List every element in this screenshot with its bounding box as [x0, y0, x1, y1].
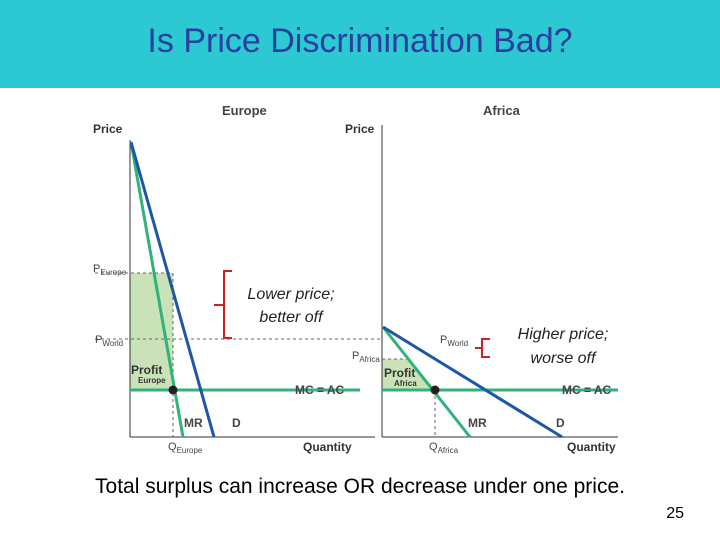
price-discrimination-diagram: Europe Price PEurope PWorld Profit Europ… — [93, 103, 618, 455]
europe-panel: Europe Price PEurope PWorld Profit Europ… — [93, 103, 380, 455]
africa-mr-label: MR — [468, 416, 487, 430]
europe-d-label: D — [232, 416, 241, 430]
europe-quantity-axis-label: Quantity — [303, 440, 352, 454]
europe-q-europe-label: QEurope — [168, 441, 203, 455]
africa-mr-curve — [381, 326, 472, 438]
europe-bracket — [214, 270, 232, 339]
africa-profit-label: Profit — [384, 366, 415, 380]
africa-annotation-line1: Higher price; — [518, 326, 609, 343]
africa-panel: Africa Price PWorld PAfrica Profit Afric… — [345, 103, 618, 455]
europe-demand-curve — [129, 141, 216, 438]
europe-panel-title: Europe — [222, 103, 267, 118]
europe-equilibrium-point — [168, 385, 178, 395]
europe-p-europe-label: PEurope — [93, 263, 127, 277]
page-number: 25 — [666, 505, 684, 522]
europe-profit-sub-label: Europe — [138, 376, 166, 385]
europe-mr-label: MR — [184, 416, 203, 430]
africa-mc-ac-label: MC = AC — [562, 383, 612, 397]
africa-profit-sub-label: Africa — [394, 379, 417, 388]
europe-price-axis-label: Price — [93, 122, 123, 136]
slide-title: Is Price Discrimination Bad? — [147, 22, 573, 60]
africa-price-axis-label: Price — [345, 122, 375, 136]
europe-annotation-line2: better off — [259, 309, 324, 326]
title-bar — [0, 0, 720, 88]
europe-profit-label: Profit — [131, 363, 162, 377]
africa-panel-title: Africa — [483, 103, 521, 118]
africa-p-world-label: PWorld — [440, 334, 468, 348]
africa-p-africa-label: PAfrica — [352, 350, 380, 364]
africa-bracket — [475, 338, 490, 358]
africa-q-africa-label: QAfrica — [429, 441, 459, 455]
europe-p-world-label: PWorld — [95, 334, 123, 348]
africa-equilibrium-point — [430, 385, 440, 395]
africa-quantity-axis-label: Quantity — [567, 440, 616, 454]
europe-annotation-line1: Lower price; — [247, 286, 334, 303]
footer-statement: Total surplus can increase OR decrease u… — [95, 475, 625, 498]
africa-profit-area — [382, 359, 435, 390]
africa-demand-curve — [382, 325, 563, 439]
africa-annotation-line2: worse off — [531, 350, 597, 367]
africa-d-label: D — [556, 416, 565, 430]
europe-mc-ac-label: MC = AC — [295, 383, 345, 397]
